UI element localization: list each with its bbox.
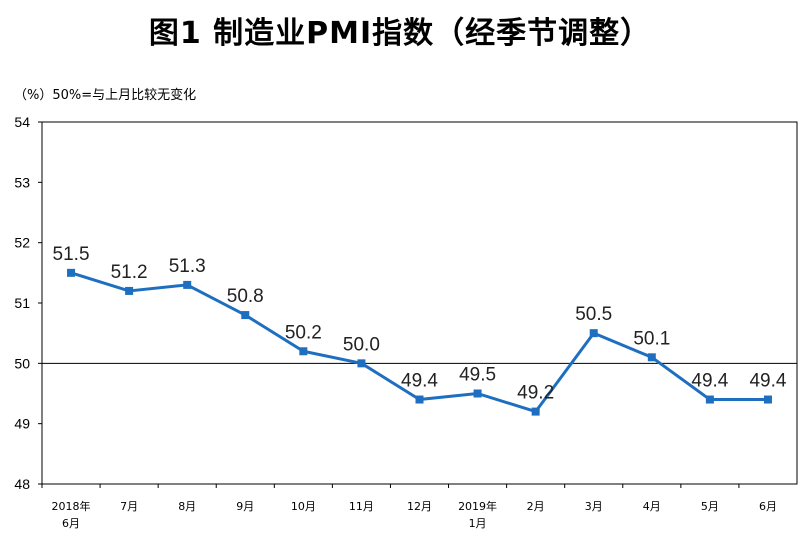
data-label: 49.2 xyxy=(517,383,554,404)
data-label: 51.5 xyxy=(53,244,90,265)
y-tick-label: 51 xyxy=(14,295,30,311)
x-tick-label: 2019年 xyxy=(458,499,497,513)
x-tick-label: 6月 xyxy=(759,500,777,513)
x-tick-label: 2月 xyxy=(527,500,545,513)
data-label: 49.4 xyxy=(691,371,728,392)
y-tick-label: 49 xyxy=(14,416,30,432)
x-tick-label: 5月 xyxy=(701,500,719,513)
data-label: 49.4 xyxy=(401,371,438,392)
data-point-marker xyxy=(531,407,540,416)
data-point-marker xyxy=(589,329,598,338)
data-point-marker xyxy=(705,395,714,404)
data-label: 50.8 xyxy=(227,286,264,307)
data-label: 49.5 xyxy=(459,365,496,386)
plot-frame xyxy=(41,121,798,485)
unit-note: （%）50%=与上月比较无变化 xyxy=(14,88,197,103)
data-label: 50.2 xyxy=(285,322,322,343)
y-tick-label: 54 xyxy=(14,114,30,130)
x-tick-label: 11月 xyxy=(349,500,374,513)
x-tick-label: 1月 xyxy=(469,517,487,530)
data-label: 50.1 xyxy=(633,328,670,349)
y-tick-label: 50 xyxy=(14,355,30,371)
data-label: 49.4 xyxy=(749,371,786,392)
x-tick-label: 4月 xyxy=(643,500,661,513)
y-tick-label: 52 xyxy=(14,235,30,251)
data-point-marker xyxy=(183,280,192,289)
x-tick-label: 7月 xyxy=(120,500,138,513)
x-tick-label: 3月 xyxy=(585,500,603,513)
data-point-marker xyxy=(67,268,76,277)
data-label: 51.2 xyxy=(111,262,148,283)
x-tick-label: 6月 xyxy=(62,517,80,530)
x-tick-label: 12月 xyxy=(407,500,432,513)
data-point-marker xyxy=(647,353,656,362)
x-tick-label: 2018年 xyxy=(52,499,91,513)
data-label: 50.5 xyxy=(575,304,612,325)
data-label: 50.0 xyxy=(343,334,380,355)
x-tick-label: 10月 xyxy=(291,500,316,513)
data-point-marker xyxy=(125,286,134,295)
data-label: 51.3 xyxy=(169,256,206,277)
data-point-marker xyxy=(357,359,366,368)
y-tick-label: 53 xyxy=(14,174,30,190)
data-point-marker xyxy=(763,395,772,404)
chart-title: 图1 制造业PMI指数（经季节调整） xyxy=(148,16,652,51)
x-tick-label: 8月 xyxy=(178,500,196,513)
data-point-marker xyxy=(473,389,482,398)
data-point-marker xyxy=(299,347,308,356)
data-point-marker xyxy=(241,311,250,320)
data-point-marker xyxy=(415,395,424,404)
y-tick-label: 48 xyxy=(14,476,30,492)
x-tick-label: 9月 xyxy=(236,500,254,513)
